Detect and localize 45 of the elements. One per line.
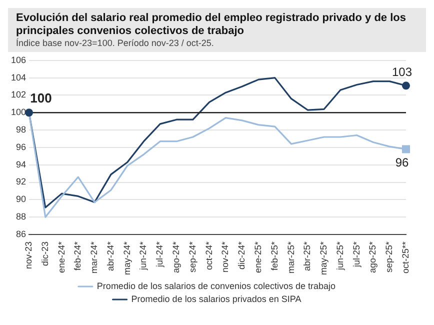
x-tick-label: ene-25* (252, 240, 263, 274)
point (402, 82, 410, 90)
x-tick-label: sep-24* (187, 241, 198, 273)
x-tick-label: nov-24* (220, 241, 230, 273)
point (402, 145, 410, 154)
x-tick-label: sep-25* (384, 241, 394, 273)
legend-label: Promedio de los salarios de convenios colectivos de trabajo (96, 280, 336, 291)
x-tick-label: dic-23 (40, 241, 50, 266)
y-tick-label: 90 (16, 194, 26, 204)
x-tick-label: mar-25* (286, 240, 296, 274)
chart-title: Evolución del salario real promedio del empleo registrado privado y de los principales convenios colectivos de trabajo (16, 12, 407, 38)
x-tick-label: mar-24* (89, 240, 100, 274)
annotation: 100 (30, 90, 52, 106)
y-tick-label: 96 (16, 142, 26, 152)
y-tick-label: 100 (10, 107, 26, 118)
x-tick-label: nov-23 (24, 241, 34, 270)
x-tick-label: ago-24* (171, 240, 182, 274)
y-tick-label: 106 (10, 54, 26, 65)
x-tick-label: jun-25* (334, 241, 345, 272)
x-tick-label: jul-24* (154, 240, 165, 268)
chart-subtitle: Índice base nov-23=100. Período nov-23 / oct-25. (16, 38, 215, 48)
x-tick-label: dic-24* (236, 240, 247, 270)
legend-label: Promedio de los salarios privados en SIPA (131, 294, 302, 304)
x-tick-label: ago-25* (368, 240, 378, 274)
x-tick-label: abr-25* (302, 241, 312, 272)
x-tick-label: feb-25* (269, 241, 280, 271)
annotation: 96 (395, 155, 409, 170)
annotation: 103 (392, 64, 412, 79)
x-tick-label: ene-24* (56, 240, 66, 274)
y-tick-label: 86 (16, 228, 26, 239)
point (25, 108, 34, 117)
y-tick-label: 98 (16, 124, 26, 135)
x-tick-label: jun-24* (138, 241, 148, 272)
x-tick-label: oct-24* (204, 241, 214, 270)
y-tick-label: 92 (16, 176, 26, 187)
x-tick-label: may-25* (318, 240, 329, 276)
y-tick-label: 88 (16, 212, 26, 222)
x-tick-label: oct-25** (400, 241, 410, 274)
y-tick-label: 94 (16, 159, 26, 170)
x-tick-label: jul-25* (351, 240, 362, 268)
y-tick-label: 102 (10, 90, 26, 100)
x-tick-label: feb-24* (72, 241, 83, 271)
y-tick-label: 104 (10, 72, 26, 82)
x-tick-label: abr-24* (105, 241, 116, 272)
x-tick-label: may-24* (122, 240, 132, 276)
